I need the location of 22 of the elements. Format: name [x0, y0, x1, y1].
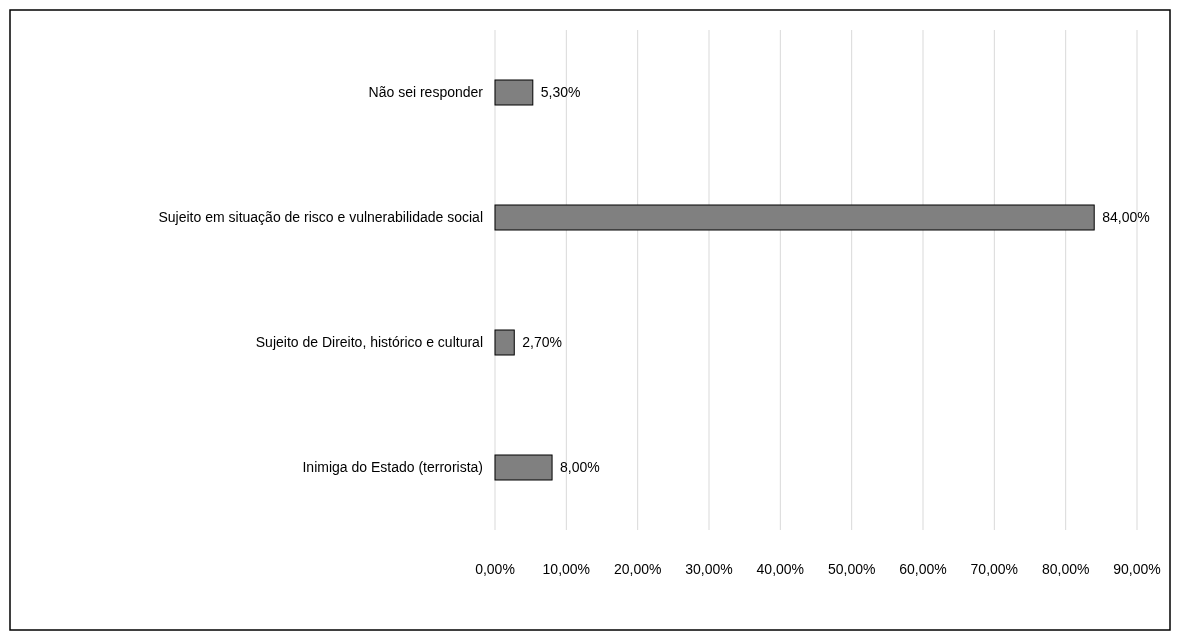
x-tick-label: 70,00% [970, 561, 1019, 577]
x-tick-label: 80,00% [1041, 561, 1090, 577]
x-tick-label: 40,00% [756, 561, 805, 577]
bar [494, 204, 1095, 231]
x-tick-label: 30,00% [685, 561, 733, 577]
y-tick-label: Inimiga do Estado (terrorista) [302, 459, 483, 476]
data-label: 2,70% [522, 334, 562, 351]
bar [494, 454, 553, 481]
x-tick-label: 20,00% [613, 561, 662, 577]
y-tick-label: Sujeito de Direito, histórico e cultural [255, 334, 483, 351]
data-label: 84,00% [1102, 209, 1150, 226]
x-tick-label: 10,00% [542, 561, 591, 577]
x-tick-label: 90,00% [1113, 561, 1161, 577]
bar [494, 79, 534, 106]
x-tick-label: 60,00% [899, 561, 947, 577]
x-tick-label: 0,00% [475, 561, 515, 577]
x-tick-label: 50,00% [827, 561, 876, 577]
data-label: 5,30% [540, 84, 581, 101]
y-tick-label: Sujeito em situação de risco e vulnerabilidade social [158, 209, 483, 226]
bar [494, 329, 515, 356]
data-label: 8,00% [560, 459, 600, 476]
y-tick-label: Não sei responder [368, 84, 484, 101]
